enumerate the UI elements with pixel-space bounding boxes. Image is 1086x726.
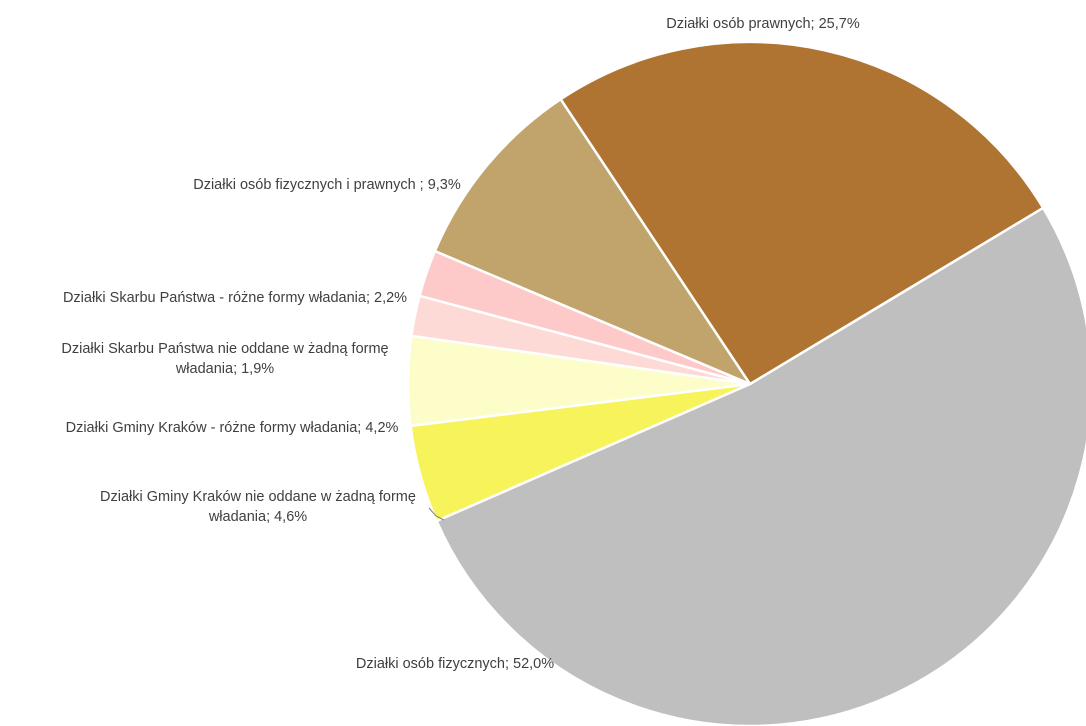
- pie-slices: [406, 40, 1086, 726]
- pie-slice-1: [435, 206, 1086, 726]
- slice-label-5: Działki Skarbu Państwa - różne formy wła…: [63, 290, 407, 306]
- leader-line: [428, 507, 445, 521]
- pie-slice-7: [559, 40, 1045, 386]
- slice-label-1: Działki osób fizycznych; 52,0%: [356, 656, 554, 672]
- slice-label-7: Działki osób prawnych; 25,7%: [666, 16, 860, 32]
- leader-lines: [428, 507, 445, 521]
- slice-label-3: Działki Gminy Kraków - różne formy włada…: [66, 420, 399, 436]
- slice-label-6: Działki osób fizycznych i prawnych ; 9,3…: [193, 177, 461, 193]
- slice-labels: Działki osób fizycznych; 52,0% Działki Gm…: [61, 16, 859, 672]
- slice-label-4: Działki Skarbu Państwa nie oddane w żadn…: [61, 341, 388, 377]
- slice-label-2: Działki Gminy Kraków nie oddane w żadną …: [100, 489, 416, 525]
- pie-slice-6: [433, 97, 752, 386]
